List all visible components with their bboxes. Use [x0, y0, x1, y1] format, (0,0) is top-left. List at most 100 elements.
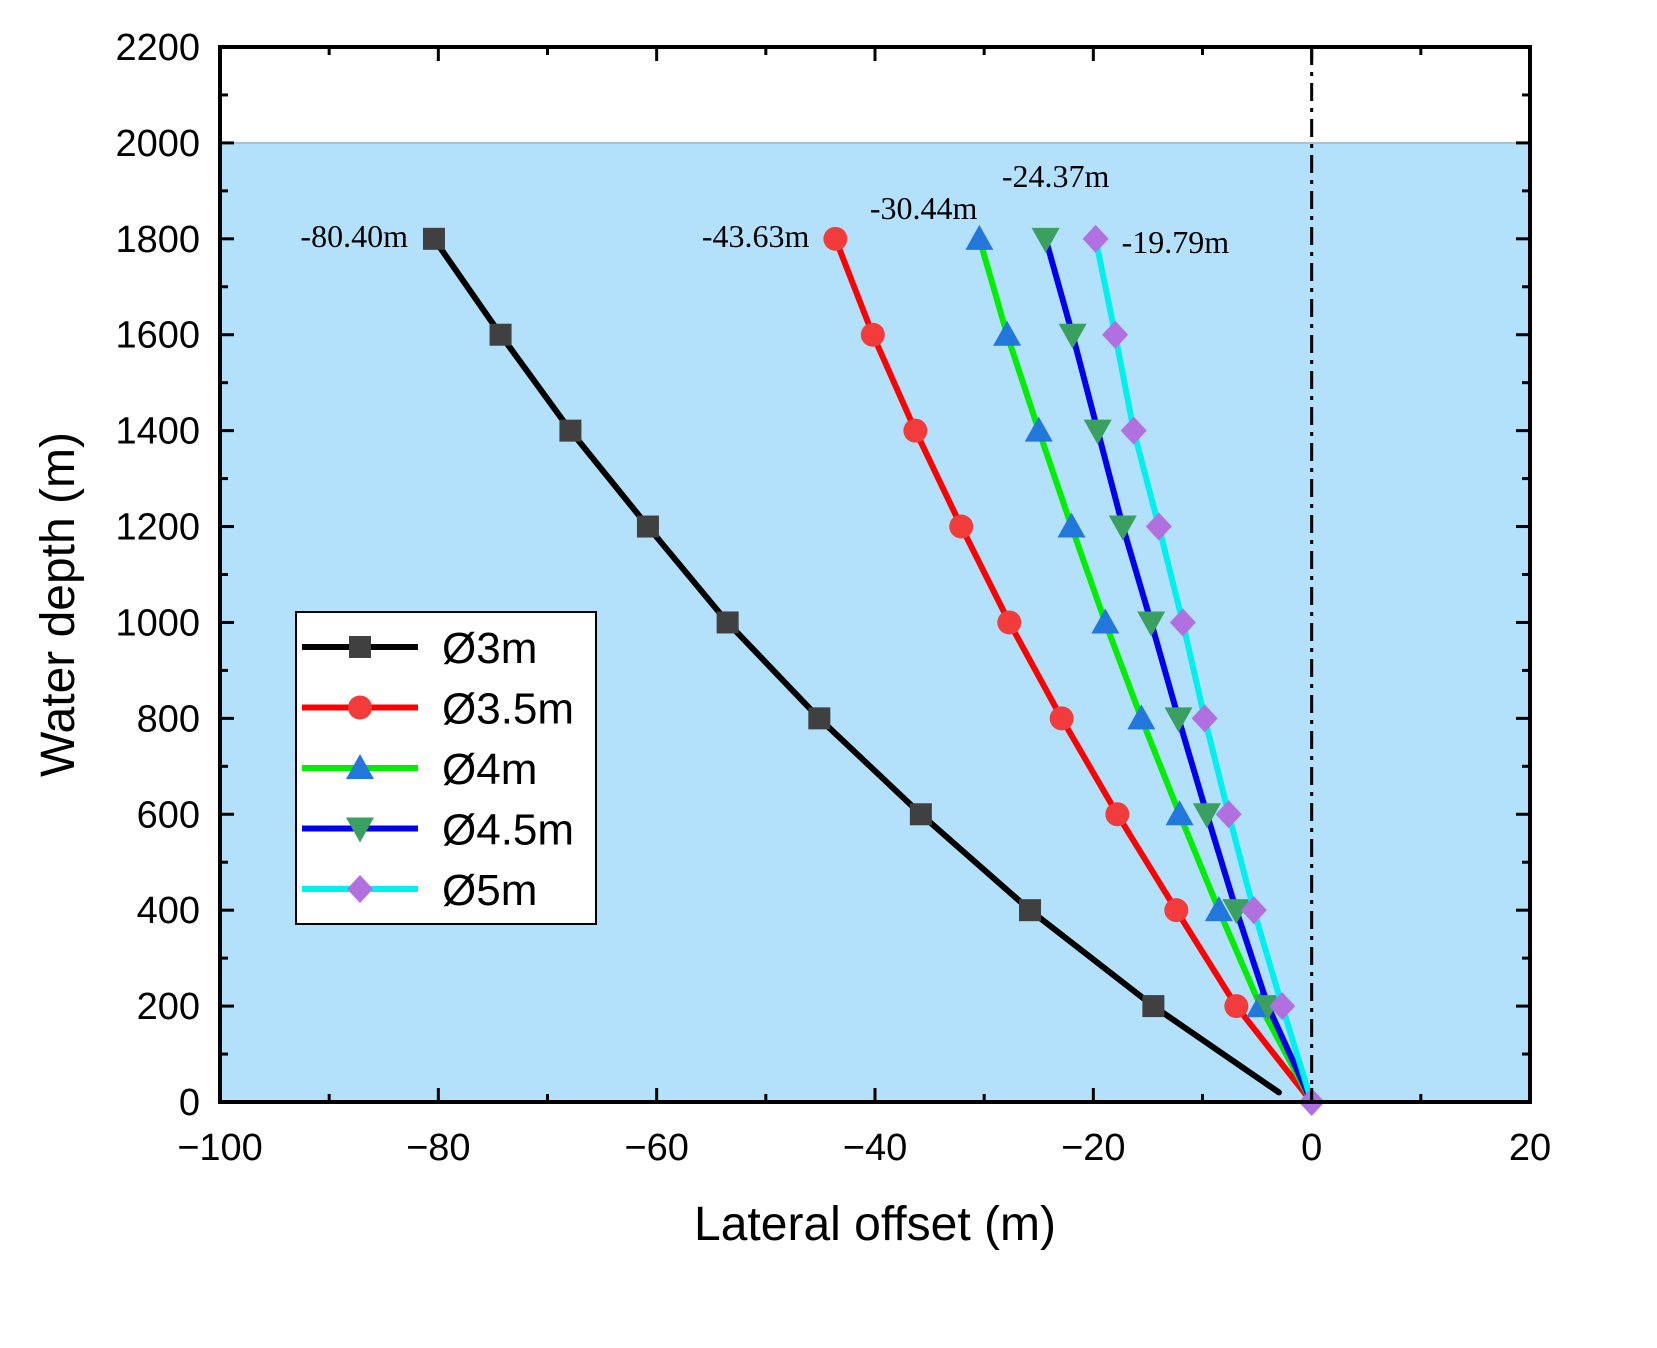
data-point [1240, 896, 1267, 925]
legend-marker [346, 754, 374, 779]
data-point [1164, 898, 1189, 923]
x-tick-label: −60 [624, 1127, 688, 1169]
data-point [808, 707, 831, 730]
legend-marker [349, 636, 371, 658]
data-point [1082, 224, 1109, 253]
data-point [823, 226, 848, 251]
data-point [1142, 995, 1165, 1018]
y-tick-label: 200 [137, 986, 200, 1028]
x-tick-label: −100 [177, 1127, 263, 1169]
series-line [1092, 235, 1315, 1105]
x-axis-title: Lateral offset (m) [694, 1198, 1056, 1251]
series-3 [1031, 227, 1315, 1105]
data-point [1058, 323, 1087, 349]
data-point [1215, 800, 1242, 829]
series-0 [422, 227, 1282, 1096]
legend-marker [348, 695, 372, 720]
y-axis-title: Water depth (m) [32, 432, 85, 777]
y-tick-label: 600 [137, 794, 200, 836]
y-tick-label: 1000 [115, 602, 200, 644]
series-2 [965, 224, 1315, 1105]
y-tick-label: 400 [137, 890, 200, 932]
data-point [1049, 706, 1074, 731]
data-point [716, 611, 739, 634]
data-point [489, 323, 512, 346]
legend-item-4: Ø5m [302, 866, 537, 915]
data-point [1224, 994, 1249, 1019]
data-point [1083, 419, 1112, 445]
annotation-label: -30.44m [870, 190, 978, 226]
legend-label: Ø4.5m [442, 806, 574, 855]
legend-item-0: Ø3m [302, 624, 537, 673]
y-tick-label: 2200 [115, 27, 200, 69]
legend-label: Ø3.5m [442, 685, 574, 734]
x-tick-label: 0 [1301, 1127, 1322, 1169]
y-tick-label: 2000 [115, 123, 200, 165]
legend-label: Ø3m [442, 624, 537, 673]
y-axis: 0 200 400 600 800 1000 1200 1400 1600 1800 2000 220… [115, 27, 1530, 1124]
data-point [1108, 515, 1137, 541]
data-point [965, 224, 994, 250]
annotation-label: -24.37m [1002, 158, 1110, 194]
data-point [1031, 227, 1060, 253]
x-tick-label: −80 [406, 1127, 470, 1169]
series-line [1042, 235, 1315, 1105]
series-4 [1082, 224, 1325, 1116]
series-1 [823, 226, 1315, 1105]
y-tick-label: 0 [179, 1082, 200, 1124]
legend: Ø3m Ø3.5m Ø4m Ø4.5m Ø5m [295, 611, 597, 925]
legend-label: Ø4m [442, 745, 537, 794]
data-point [1091, 608, 1120, 634]
data-point [949, 514, 974, 539]
data-point [860, 322, 885, 347]
series-line [832, 235, 1315, 1105]
x-tick-label: −20 [1061, 1127, 1125, 1169]
x-axis: −100 −80 −60 −40 −20 0 20 [177, 47, 1551, 1169]
annotation-label: -43.63m [702, 218, 810, 254]
legend-items: Ø3m Ø3.5m Ø4m Ø4.5m Ø5m [302, 624, 574, 915]
data-point [1165, 800, 1194, 826]
data-point [1024, 416, 1053, 442]
data-point [1191, 704, 1218, 733]
data-point [1169, 608, 1196, 637]
data-point [1057, 512, 1086, 538]
data-point [1127, 704, 1156, 730]
data-point [909, 803, 932, 826]
annotation-label: -80.40m [300, 218, 408, 254]
data-point [1204, 896, 1233, 922]
y-tick-label: 1600 [115, 315, 200, 357]
y-tick-label: 1400 [115, 411, 200, 453]
data-point [559, 419, 582, 442]
y-tick-label: 800 [137, 698, 200, 740]
data-point [1269, 992, 1296, 1021]
x-tick-label: 20 [1509, 1127, 1551, 1169]
data-point [1120, 416, 1147, 445]
legend-item-1: Ø3.5m [302, 685, 574, 734]
data-point [1019, 899, 1042, 922]
data-point [997, 610, 1022, 635]
legend-item-3: Ø4.5m [302, 806, 574, 855]
legend-marker [346, 817, 374, 843]
series-line [976, 235, 1315, 1105]
series-line [431, 235, 1282, 1096]
data-point [1222, 899, 1251, 925]
legend-item-2: Ø4m [302, 745, 537, 794]
data-point [636, 515, 659, 538]
data-point [1145, 512, 1172, 541]
data-point [1164, 707, 1193, 733]
annotation-label: -19.79m [1122, 224, 1230, 260]
data-point [903, 418, 928, 443]
data-point [422, 227, 445, 250]
y-tick-label: 1800 [115, 219, 200, 261]
data-point [1137, 611, 1166, 637]
legend-marker [347, 875, 373, 903]
data-point [1105, 802, 1130, 827]
annotation-layer: -80.40m -43.63m -30.44m -24.37m -19.79m [300, 158, 1229, 260]
legend-label: Ø5m [442, 866, 537, 915]
data-point [1102, 320, 1129, 349]
data-point [1192, 803, 1221, 829]
x-tick-label: −40 [843, 1127, 907, 1169]
series-layer [422, 224, 1325, 1116]
y-tick-label: 1200 [115, 507, 200, 549]
